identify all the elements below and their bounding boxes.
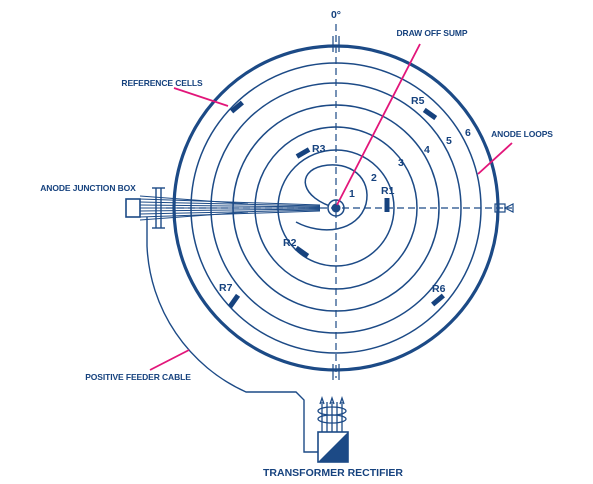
reference-cell-r6: [431, 293, 445, 307]
reference-cell-label-r6: R6: [432, 283, 446, 295]
reference-cells-label: REFERENCE CELLS: [121, 78, 203, 88]
loop-number-4: 4: [424, 144, 430, 156]
zero-degree-label: 0°: [331, 9, 341, 21]
transformer-rectifier: [317, 395, 349, 463]
loop-numbers: 1 2 3 4 5 6: [349, 127, 471, 200]
draw-off-sump-label: DRAW OFF SUMP: [397, 28, 468, 38]
anode-junction-box-label: ANODE JUNCTION BOX: [40, 183, 136, 193]
reference-cell-label-r5: R5: [411, 95, 425, 107]
reference-cell-top-left: [230, 100, 244, 114]
transformer-rectifier-label: TRANSFORMER RECTIFIER: [263, 467, 403, 479]
loop-number-2: 2: [371, 172, 377, 184]
positive-feeder-cable-leader: [149, 349, 190, 371]
axis-break-marks: [332, 36, 340, 380]
reference-cells-leader: [173, 87, 229, 107]
loop-number-3: 3: [398, 157, 404, 169]
anode-loop-1: [295, 164, 368, 231]
positive-feeder-cable-label: POSITIVE FEEDER CABLE: [85, 372, 191, 382]
reference-cell-label-r3: R3: [312, 143, 326, 155]
right-penetration: [494, 203, 514, 213]
loop-number-1: 1: [349, 188, 355, 200]
positive-feeder-cable: [146, 217, 318, 453]
anode-junction-box: [125, 198, 141, 218]
loop-number-5: 5: [446, 135, 452, 147]
reference-cell-label-r7: R7: [219, 282, 233, 294]
callout-leaders: [149, 43, 513, 371]
anode-loops-leader: [477, 142, 513, 175]
reference-cell-r5: [422, 107, 438, 121]
draw-off-sump-leader: [336, 43, 421, 206]
reference-cell-r3: [295, 147, 311, 159]
reference-cell-label-r2: R2: [283, 237, 297, 249]
reference-cell-labels: R1 R2 R3 R5 R6 R7: [219, 95, 446, 295]
wall-penetration: [152, 187, 165, 229]
anode-feeder-bundle: [139, 195, 321, 221]
reference-cell-r2: [294, 245, 310, 259]
reference-cell-label-r1: R1: [381, 185, 395, 197]
reference-cell-r7: [227, 293, 241, 309]
loop-number-6: 6: [465, 127, 471, 139]
reference-cell-r1: [384, 198, 390, 212]
anode-loops-label: ANODE LOOPS: [491, 129, 553, 139]
reference-cells: [227, 100, 445, 309]
